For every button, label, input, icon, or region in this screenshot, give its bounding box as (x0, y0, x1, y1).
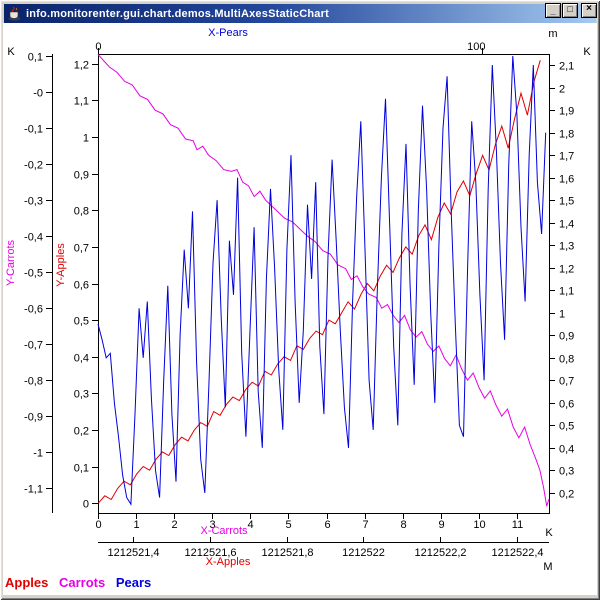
y_right-tick-label: 1,5 (559, 196, 574, 208)
y_right-tick-label: 1,8 (559, 129, 574, 141)
y_apples-tick-label: 1,2 (74, 60, 89, 72)
y_right-tick-label: 1,4 (559, 219, 574, 231)
trace-apples (98, 60, 541, 504)
axis-title-x-carrots: X-Carrots (200, 525, 248, 537)
y_carrots-tick-label: -0 (33, 88, 43, 100)
y_right-tick-label: 2 (559, 84, 565, 96)
y_right-tick-label: 2,1 (559, 61, 574, 73)
window-title: info.monitorenter.gui.chart.demos.MultiA… (26, 7, 329, 20)
x_carrots-tick-label: 1 (133, 519, 139, 531)
y_right-tick-label: 1 (559, 309, 565, 321)
y_carrots-tick-label: -0,2 (24, 160, 43, 172)
x_apples-tick-label: 1212521,8 (262, 547, 314, 559)
x_carrots-tick-label: 5 (285, 519, 291, 531)
y_carrots-tick-label: -0,3 (24, 196, 43, 208)
y_right-tick-label: 0,4 (559, 444, 574, 456)
y_right-tick-label: 0,3 (559, 466, 574, 478)
y_right-tick-label: 1,7 (559, 151, 574, 163)
y_right-tick-label: 1,2 (559, 264, 574, 276)
y_carrots-tick-label: -0,9 (24, 412, 43, 424)
y_right-tick-label: 0,5 (559, 421, 574, 433)
y_apples-tick-label: 0,2 (74, 426, 89, 438)
y_apples-tick-label: 0,4 (74, 353, 89, 365)
x_pears-tick-label: 100 (467, 41, 485, 53)
y_apples-tick-label: 1 (83, 133, 89, 145)
y_apples-tick-label: 0 (83, 499, 89, 511)
x_carrots-tick-label: 7 (362, 519, 368, 531)
java-coffee-cup-icon (8, 6, 21, 21)
x_apples-tick-label: 1212521,4 (108, 547, 160, 559)
y_right-tick-label: 1,6 (559, 174, 574, 186)
maximize-icon: □ (567, 4, 573, 14)
plot-border (98, 54, 550, 514)
y_carrots-tick-label: -0,5 (24, 268, 43, 280)
y_carrots-tick-label: -0,1 (24, 124, 43, 136)
y_right-tick-label: 0,9 (559, 331, 574, 343)
y_right-tick-label: 0,6 (559, 399, 574, 411)
y_apples-tick-label: 1,1 (74, 96, 89, 108)
x_carrots-tick-label: 11 (512, 519, 523, 531)
y_apples-tick-label: 0,8 (74, 206, 89, 218)
x_carrots-unit-label: K (545, 527, 553, 539)
y_right-tick-label: 0,8 (559, 354, 574, 366)
y_right-tick-label: 1,1 (559, 286, 574, 298)
trace-carrots (97, 54, 550, 507)
legend: Apples Carrots Pears (5, 575, 158, 590)
x_carrots-tick-label: 0 (95, 519, 101, 531)
y_right-tick-label: 0,7 (559, 376, 574, 388)
y_right-tick-label: 1,9 (559, 106, 574, 118)
axis-title-x-pears: X-Pears (208, 27, 248, 39)
close-button[interactable]: × (581, 3, 597, 18)
trace-pears (97, 55, 547, 506)
x_carrots-tick-label: 2 (171, 519, 177, 531)
window-controls: _ □ × (544, 3, 597, 18)
y_apples-tick-label: 0,3 (74, 389, 89, 401)
y_right-tick-label: 1,3 (559, 241, 574, 253)
x_carrots-tick-label: 3 (209, 519, 215, 531)
y_right-tick-label: 0,2 (559, 489, 574, 501)
y_apples-tick-label: 0,1 (74, 463, 89, 475)
axis-title-y-apples: Y-Apples (55, 243, 67, 287)
x_apples-tick-label: 1212522 (342, 547, 385, 559)
axis-title-y-carrots: Y-Carrots (5, 239, 17, 287)
minimize-button[interactable]: _ (545, 3, 561, 18)
x_apples-unit-label: M (543, 561, 552, 573)
y_right-unit-label: K (583, 46, 591, 58)
x_apples-tick-label: 1212522,4 (492, 547, 544, 559)
x_apples-tick-label: 1212521,6 (185, 547, 237, 559)
y_carrots-tick-label: 0,1 (28, 52, 43, 64)
y_carrots-tick-label: -0,7 (24, 340, 43, 352)
x_carrots-tick-label: 4 (247, 519, 253, 531)
y_apples-tick-label: 0,7 (74, 243, 89, 255)
y_carrots-unit-label: K (7, 46, 15, 58)
y_apples-tick-label: 0,9 (74, 170, 89, 182)
close-icon: × (586, 3, 592, 14)
title-bar[interactable]: info.monitorenter.gui.chart.demos.MultiA… (4, 4, 596, 23)
y_carrots-tick-label: -0,6 (24, 304, 43, 316)
x_pears-tick-label: 0 (95, 41, 101, 53)
x_carrots-tick-label: 10 (473, 519, 485, 531)
legend-item-apples: Apples (5, 575, 49, 590)
y_carrots-tick-label: -1,1 (24, 484, 43, 496)
y_carrots-tick-label: -1 (33, 448, 43, 460)
y_carrots-tick-label: -0,4 (24, 232, 43, 244)
axis-title-x-apples: X-Apples (205, 556, 251, 568)
legend-item-pears: Pears (115, 575, 152, 590)
x_carrots-tick-label: 8 (400, 519, 406, 531)
y_apples-tick-label: 0,5 (74, 316, 89, 328)
x_apples-tick-label: 1212522,2 (415, 547, 467, 559)
maximize-button[interactable]: □ (562, 3, 578, 18)
y_apples-tick-label: 0,6 (74, 280, 89, 292)
x_pears-unit-label: m (548, 28, 557, 40)
minimize-icon: _ (550, 6, 556, 16)
x_carrots-tick-label: 6 (324, 519, 330, 531)
y_carrots-tick-label: -0,8 (24, 376, 43, 388)
x_carrots-tick-label: 9 (438, 519, 444, 531)
legend-item-carrots: Carrots (58, 575, 106, 590)
